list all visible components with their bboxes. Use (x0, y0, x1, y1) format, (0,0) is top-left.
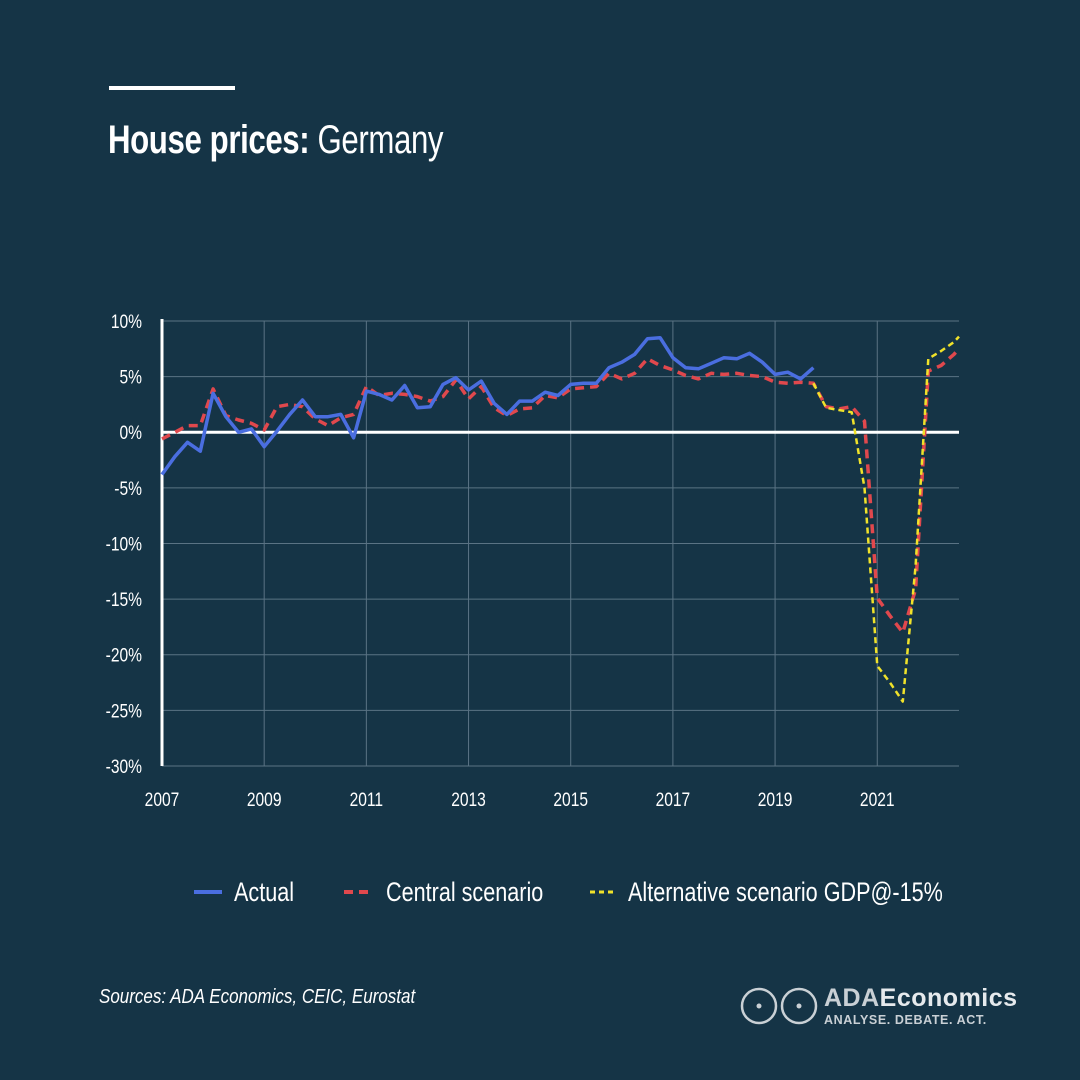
series-line-alternative-scenario-gdp-15- (812, 335, 960, 703)
chart-tick-labels: 10% 5% 0% -5% -10% -15% -20% -25% -30%2007 2009 20… (106, 311, 895, 811)
ada-economics-logo: ADAEconomics ANALYSE. DEBATE. ACT. (740, 984, 1050, 1028)
y-tick-label: -20% (106, 644, 142, 666)
logo-circles-icon (740, 987, 818, 1025)
logo-name-part2: Economics (879, 984, 1018, 1012)
y-tick-label: -10% (106, 533, 142, 555)
legend-item-alternative: Alternative scenario GDP@-15% (590, 872, 1022, 912)
chart-legend: Actual Central scenario Alternative scen… (0, 872, 1080, 912)
logo-name: ADAEconomics (824, 984, 1018, 1013)
page-title: House prices: Germany (108, 118, 444, 163)
chart-axes (160, 319, 959, 766)
x-tick-label: 2009 (247, 789, 282, 811)
legend-label-central: Central scenario (386, 876, 544, 907)
x-tick-label: 2007 (145, 789, 180, 811)
line-chart: 10% 5% 0% -5% -10% -15% -20% -25% -30%2007 2009 20… (106, 311, 961, 811)
series-line-actual (160, 335, 815, 476)
logo-name-part1: ADA (824, 984, 880, 1012)
y-tick-label: 5% (119, 366, 142, 388)
title-bold: House prices: (108, 118, 310, 162)
x-tick-label: 2013 (451, 789, 486, 811)
y-tick-label: -5% (114, 477, 142, 499)
legend-label-alternative: Alternative scenario GDP@-15% (628, 876, 943, 907)
legend-swatch-alternative (590, 890, 616, 894)
x-tick-label: 2021 (860, 789, 895, 811)
sources-note: Sources: ADA Economics, CEIC, Eurostat (99, 986, 416, 1008)
chart-series (160, 335, 961, 703)
title-accent-bar (109, 86, 235, 90)
logo-tagline: ANALYSE. DEBATE. ACT. (824, 1013, 987, 1027)
legend-item-actual: Actual (194, 872, 309, 912)
y-tick-label: -15% (106, 589, 142, 611)
legend-swatch-central (344, 890, 374, 894)
x-tick-label: 2011 (350, 789, 383, 811)
y-tick-label: 0% (119, 422, 142, 444)
title-light: Germany (317, 118, 444, 162)
legend-label-actual: Actual (234, 876, 295, 907)
legend-item-central: Central scenario (344, 872, 583, 912)
legend-swatch-actual (194, 890, 222, 894)
chart-grid (162, 320, 959, 767)
x-tick-label: 2019 (758, 789, 793, 811)
y-tick-label: 10% (111, 311, 142, 333)
y-tick-label: -30% (106, 756, 142, 778)
x-tick-label: 2017 (656, 789, 691, 811)
y-tick-label: -25% (106, 700, 142, 722)
x-tick-label: 2015 (553, 789, 588, 811)
